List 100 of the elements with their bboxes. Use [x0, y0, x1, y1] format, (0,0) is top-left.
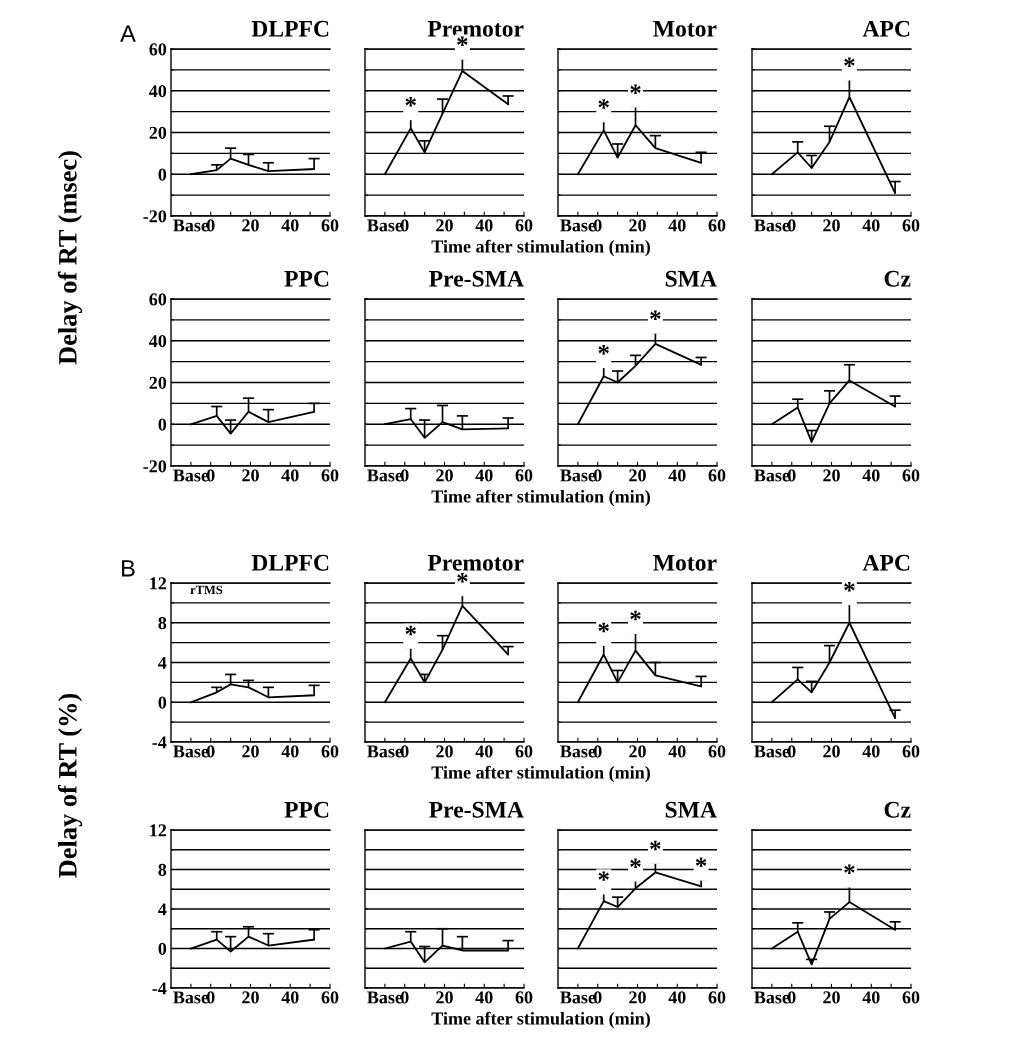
x-tick-label: 20	[823, 991, 840, 1004]
x-tick-label: 60	[515, 991, 533, 1004]
x-tick-label: 60	[902, 219, 920, 232]
x-tick-label: 60	[708, 745, 726, 758]
annotation: *	[405, 97, 416, 107]
chart-title: Cz	[884, 270, 911, 287]
chart-title: Motor	[653, 21, 717, 37]
x-tick-label: 60	[515, 219, 533, 232]
y-tick-label: 4	[158, 903, 167, 916]
chart-title: Premotor	[427, 21, 524, 37]
x-tick-label: 40	[475, 745, 493, 758]
x-tick-label: 60	[321, 745, 339, 758]
x-tick-label: 60	[515, 745, 533, 758]
x-tick-label: 40	[668, 991, 686, 1004]
annotation: *	[457, 573, 468, 583]
x-tick-label: 40	[475, 469, 493, 482]
y-tick-label: -4	[152, 982, 167, 995]
x-tick-label: 40	[862, 219, 880, 232]
x-tick-label: Base	[173, 745, 209, 758]
y-tick-label: -20	[143, 210, 167, 223]
x-tick-label: 20	[823, 469, 840, 482]
x-tick-label: 20	[629, 219, 646, 232]
text: A	[120, 25, 136, 42]
x-tick-label: 40	[668, 469, 686, 482]
x-tick-label: 60	[708, 219, 726, 232]
x-tick-label: 0	[206, 469, 215, 482]
x-axis-title: Time after stimulation (min)	[431, 765, 650, 783]
x-tick-label: 40	[668, 745, 686, 758]
x-tick-label: 60	[902, 745, 920, 758]
y-tick-label: -4	[152, 736, 167, 749]
annotation: *	[844, 57, 855, 67]
x-tick-label: Base	[173, 469, 209, 482]
x-tick-label: 0	[206, 219, 215, 232]
x-tick-label: 0	[400, 219, 409, 232]
x-tick-label: 0	[787, 219, 796, 232]
chart-title: Motor	[653, 555, 717, 571]
x-tick-label: 0	[787, 745, 796, 758]
x-tick-label: Base	[754, 219, 790, 232]
x-tick-label: 20	[629, 469, 646, 482]
chart-title: PPC	[284, 801, 329, 818]
x-tick-label: 0	[400, 469, 409, 482]
x-tick-label: 40	[281, 745, 299, 758]
text: B	[122, 560, 135, 577]
x-tick-label: 60	[321, 991, 339, 1004]
annotation: *	[630, 84, 641, 95]
y-tick-label: -20	[143, 460, 167, 473]
x-tick-label: 40	[668, 219, 686, 232]
x-tick-label: 20	[629, 991, 646, 1004]
x-tick-label: 40	[281, 469, 299, 482]
x-tick-label: Base	[367, 991, 403, 1004]
chart-title: DLPFC	[251, 554, 329, 571]
annotation: *	[650, 840, 661, 851]
x-tick-label: 20	[436, 745, 453, 758]
y-tick-label: 4	[158, 656, 167, 669]
x-tick-label: 60	[902, 991, 920, 1004]
x-axis-title: Time after stimulation (min)	[431, 489, 650, 507]
x-tick-label: 40	[475, 991, 493, 1004]
x-tick-label: 0	[400, 991, 409, 1004]
y-tick-label: 60	[149, 293, 167, 306]
x-tick-label: Base	[560, 745, 596, 758]
y-tick-label: 0	[158, 696, 167, 709]
x-tick-label: 0	[206, 745, 215, 758]
y-tick-label: 20	[149, 376, 167, 389]
y-tick-label: 40	[149, 85, 167, 98]
y-tick-label: 12	[150, 577, 167, 590]
annotation: rTMS	[190, 585, 223, 595]
x-tick-label: 20	[823, 745, 840, 758]
x-tick-label: 0	[787, 469, 796, 482]
chart-title: SMA	[665, 801, 717, 818]
x-tick-label: 60	[321, 219, 339, 232]
annotation: *	[598, 345, 609, 355]
x-tick-label: 0	[400, 745, 409, 758]
x-tick-label: 0	[593, 991, 602, 1004]
x-tick-label: 20	[242, 219, 259, 232]
x-tick-label: 0	[593, 219, 602, 232]
y-tick-label: 8	[158, 863, 167, 876]
y-tick-label: 0	[158, 168, 167, 181]
x-tick-label: Base	[560, 219, 596, 232]
x-tick-label: 20	[436, 469, 453, 482]
chart-title: SMA	[665, 270, 717, 287]
x-axis-title: Time after stimulation (min)	[431, 239, 650, 257]
x-tick-label: 0	[206, 991, 215, 1004]
chart-title: Premotor	[427, 555, 524, 571]
annotation: *	[630, 610, 641, 621]
chart-title: APC	[862, 554, 910, 571]
y-tick-label: 60	[149, 43, 167, 56]
annotation: *	[457, 36, 468, 46]
x-tick-label: 60	[321, 469, 339, 482]
y-tick-label: 40	[149, 335, 167, 348]
chart-title: DLPFC	[251, 20, 329, 37]
x-tick-label: 40	[862, 745, 880, 758]
x-tick-label: 20	[242, 745, 259, 758]
x-tick-label: 0	[593, 469, 602, 482]
annotation: *	[630, 858, 641, 868]
annotation: *	[844, 582, 855, 592]
x-tick-label: 0	[787, 991, 796, 1004]
y-tick-label: 20	[149, 126, 167, 139]
x-tick-label: Base	[560, 469, 596, 482]
x-tick-label: 40	[281, 219, 299, 232]
x-tick-label: 20	[436, 991, 453, 1004]
